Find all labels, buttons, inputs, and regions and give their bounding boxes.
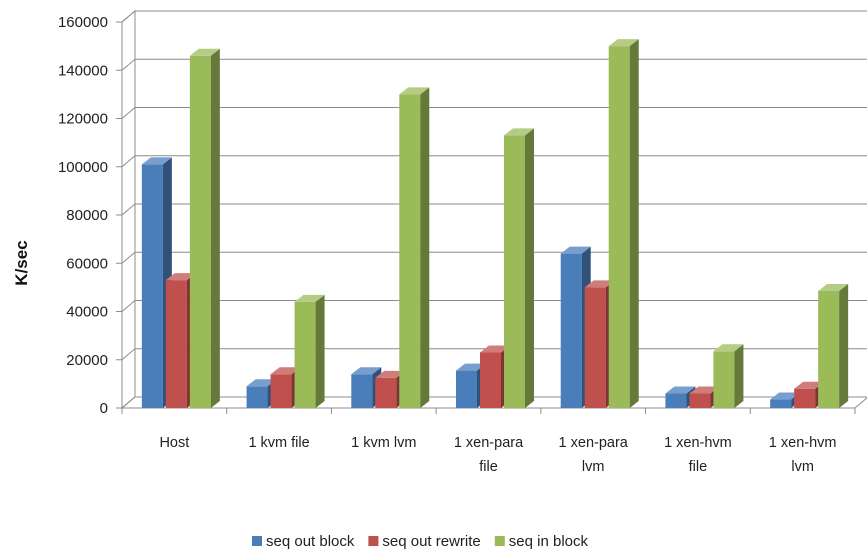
bar-front	[141, 164, 163, 408]
bar-front	[608, 46, 630, 408]
gridline	[121, 10, 867, 23]
bar-front	[246, 386, 268, 408]
bar-top	[375, 370, 406, 378]
bar-front	[504, 135, 525, 408]
bar-top	[584, 280, 615, 288]
bar-side	[525, 128, 534, 408]
bar-top	[665, 386, 696, 394]
x-tick-label: file	[479, 459, 498, 475]
y-tick-label: 160000	[58, 14, 108, 31]
legend-swatch	[494, 536, 505, 546]
bar-front	[294, 301, 316, 408]
y-axis-ticks: 0 20000 40000 60000 80000 100000 120000 140000 1…	[58, 14, 108, 417]
x-tick-label: 1 xen-hvm	[769, 435, 837, 451]
bar-front	[665, 393, 687, 408]
bar-top	[504, 128, 534, 136]
bar-front	[689, 393, 711, 408]
bar-front	[818, 290, 840, 408]
bar-top	[351, 367, 382, 375]
y-tick-label: 120000	[58, 111, 108, 128]
x-tick-label: 1 kvm lvm	[351, 435, 416, 451]
bar-top	[713, 344, 744, 352]
y-axis-label: K/sec	[12, 240, 31, 285]
bar-top	[246, 379, 277, 387]
bar	[608, 39, 639, 408]
bar-top	[165, 273, 196, 281]
y-tick-label: 20000	[66, 352, 108, 369]
bar-top	[818, 283, 849, 291]
legend-item: seq in block	[494, 533, 589, 550]
bar-top	[141, 157, 172, 165]
bar-front	[584, 287, 606, 408]
bar-top	[608, 39, 639, 47]
legend-swatch	[368, 536, 379, 546]
bar-top	[456, 363, 486, 371]
x-axis-labels: Host 1 kvm file 1 kvm lvm 1 xen-para file 1 x…	[159, 435, 836, 475]
bar-side	[629, 39, 639, 408]
bar	[818, 283, 849, 408]
x-tick-label: Host	[159, 435, 189, 451]
legend-swatch	[252, 536, 262, 546]
legend-item: seq out block	[252, 533, 355, 550]
x-tick-label: 1 xen-hvm	[664, 435, 732, 451]
bar-front	[560, 253, 582, 408]
x-tick-label: 1 xen-para	[454, 435, 524, 451]
x-tick-label: lvm	[791, 459, 814, 475]
legend-item: seq out rewrite	[368, 533, 481, 550]
y-tick-label: 40000	[66, 304, 108, 321]
bar-front	[351, 374, 373, 408]
bar-top	[294, 294, 325, 302]
legend-label: seq in block	[509, 533, 589, 550]
y-tick-label: 0	[100, 400, 108, 417]
bar-front	[399, 94, 421, 408]
bar-top	[770, 392, 801, 400]
legend-label: seq out rewrite	[382, 533, 480, 550]
y-tick-label: 100000	[58, 159, 108, 176]
bar-front	[480, 352, 501, 408]
bar-front	[456, 370, 477, 408]
bar-side	[839, 283, 849, 408]
y-tick-label: 80000	[66, 207, 108, 224]
x-tick-label: file	[689, 459, 708, 475]
bar	[399, 87, 430, 408]
x-tick-label: lvm	[582, 459, 605, 475]
bar-front	[713, 351, 735, 408]
bar-side	[420, 87, 430, 408]
bar-front	[770, 399, 792, 408]
bar-side	[315, 294, 325, 408]
legend: seq out block seq out rewrite seq in block	[252, 533, 588, 550]
x-tick-label: 1 xen-para	[559, 435, 629, 451]
bar	[713, 344, 744, 408]
bar	[504, 128, 534, 408]
bar-front	[189, 55, 211, 409]
x-tick-label: 1 kvm file	[248, 435, 309, 451]
y-tick-label: 60000	[66, 255, 108, 272]
bar-top	[189, 48, 220, 56]
bar-top	[480, 345, 510, 353]
bar-top	[270, 367, 301, 375]
bar-top	[689, 386, 720, 394]
bars	[141, 39, 849, 409]
bar-front	[165, 280, 187, 408]
bar	[189, 48, 220, 409]
bar-front	[270, 374, 292, 408]
bar-top	[399, 87, 430, 95]
bar-top	[560, 246, 591, 254]
bar-top	[794, 381, 825, 389]
y-tick-label: 140000	[58, 62, 108, 79]
bar-side	[734, 344, 744, 408]
bar-side	[210, 48, 220, 409]
bar	[294, 294, 325, 408]
legend-label: seq out block	[266, 533, 355, 550]
bar-front	[794, 388, 816, 408]
bar-front	[375, 377, 397, 408]
